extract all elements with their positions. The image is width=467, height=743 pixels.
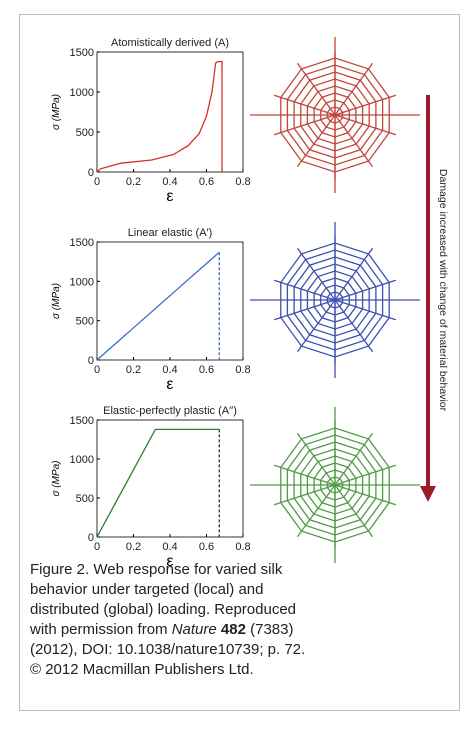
x-tick-label: 0 [94,364,100,376]
y-tick-label: 1000 [70,276,94,288]
caption-segment: (7383) [246,621,294,638]
plot-frame [97,420,243,537]
caption-line: behavior under targeted (local) and [30,581,263,598]
y-axis-label: σ (MPa) [51,94,62,130]
caption-line: with permission from Nature 482 (7383) [29,621,293,638]
y-tick-label: 1500 [70,47,94,59]
y-axis-label: σ (MPa) [51,283,62,319]
y-tick-label: 1500 [70,237,94,249]
y-axis-label: σ (MPa) [51,460,62,496]
x-tick-label: 0.2 [126,541,141,553]
x-axis-label: ε [166,188,173,205]
chart-title: Linear elastic (A′) [128,227,213,239]
caption-segment: Nature [172,621,217,638]
y-tick-label: 1000 [70,87,94,99]
x-tick-label: 0.4 [162,364,177,376]
arrow-label: Damage increased with change of material… [437,169,449,412]
plot-frame [97,242,243,360]
x-axis-label: ε [166,376,173,393]
caption-segment: 482 [217,621,246,638]
series-line [97,252,219,360]
x-tick-label: 0.2 [126,176,141,188]
caption-line: Figure 2. Web response for varied silk [30,561,283,578]
page: {"chart_data": [ {"type": "line", "title… [0,0,467,743]
y-tick-label: 500 [76,316,94,328]
caption-line: (2012), DOI: 10.1038/nature10739; p. 72. [30,641,305,658]
x-tick-label: 0.6 [199,364,214,376]
x-tick-label: 0.8 [235,541,250,553]
y-tick-label: 1500 [70,415,94,427]
x-tick-label: 0.4 [162,541,177,553]
x-tick-label: 0 [94,176,100,188]
caption-line: © 2012 Macmillan Publishers Ltd. [30,661,254,678]
x-tick-label: 0.2 [126,364,141,376]
series-line [97,429,219,537]
chart-title: Elastic-perfectly plastic (A′′) [103,405,237,417]
caption-segment: with permission from [29,621,172,638]
spider-web [250,37,420,193]
x-tick-label: 0.8 [235,364,250,376]
x-tick-label: 0 [94,541,100,553]
arrow-head [420,486,436,502]
x-tick-label: 0.4 [162,176,177,188]
caption-line: distributed (global) loading. Reproduced [30,601,296,618]
plot-frame [97,52,243,172]
y-tick-label: 500 [76,493,94,505]
figure: Damage increased with change of material… [0,0,467,738]
x-tick-label: 0.8 [235,176,250,188]
series-line [97,62,222,172]
x-tick-label: 0.6 [199,541,214,553]
x-tick-label: 0.6 [199,176,214,188]
y-tick-label: 500 [76,127,94,139]
spider-web [250,407,420,563]
y-tick-label: 1000 [70,454,94,466]
chart-title: Atomistically derived (A) [111,37,229,49]
spider-web [250,222,420,378]
